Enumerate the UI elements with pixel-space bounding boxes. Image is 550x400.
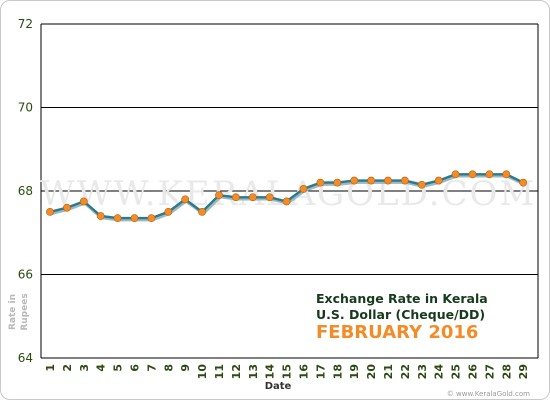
x-tick-6: 6 <box>129 364 142 372</box>
data-point-14 <box>265 193 274 202</box>
data-point-22 <box>400 176 409 185</box>
x-tick-17: 17 <box>314 364 327 379</box>
y-tick-68: 68 <box>18 184 33 198</box>
y-tick-70: 70 <box>18 101 33 115</box>
x-tick-13: 13 <box>247 364 260 379</box>
x-tick-28: 28 <box>500 364 513 379</box>
data-point-29 <box>519 178 528 187</box>
x-tick-15: 15 <box>281 364 294 379</box>
y-tick-72: 72 <box>18 17 33 31</box>
x-tick-1: 1 <box>44 364 57 372</box>
chart-title-line-2: U.S. Dollar (Cheque/DD) <box>316 307 485 322</box>
x-tick-3: 3 <box>78 364 91 372</box>
x-tick-25: 25 <box>450 364 463 379</box>
data-point-9 <box>181 195 190 204</box>
x-tick-2: 2 <box>61 364 74 372</box>
x-tick-8: 8 <box>162 364 175 372</box>
y-axis-label-group: Rate in Rupees <box>8 293 30 330</box>
chart-title-month: FEBRUARY 2016 <box>316 322 478 343</box>
x-axis-label: Date <box>265 381 292 392</box>
x-tick-26: 26 <box>467 364 480 380</box>
x-tick-10: 10 <box>196 364 209 380</box>
data-point-18 <box>333 178 342 187</box>
data-point-10 <box>198 207 206 216</box>
data-point-15 <box>282 197 291 206</box>
data-point-1 <box>46 207 54 216</box>
data-point-5 <box>113 214 122 223</box>
data-point-11 <box>215 191 223 200</box>
y-axis-label-line-1: Rate in <box>8 294 18 330</box>
x-tick-labels: 1 2 3 4 5 6 7 8 9 10 11 12 13 14 15 16 17 18 19 20 21 22 23 24 2… <box>44 364 530 380</box>
x-tick-21: 21 <box>382 364 395 379</box>
data-point-20 <box>367 176 375 185</box>
data-point-26 <box>468 170 477 179</box>
data-point-13 <box>248 193 257 202</box>
x-tick-18: 18 <box>331 364 344 379</box>
x-tick-16: 16 <box>298 364 311 380</box>
x-tick-9: 9 <box>179 364 192 372</box>
x-tick-22: 22 <box>399 364 412 379</box>
x-tick-5: 5 <box>112 364 125 372</box>
x-tick-19: 19 <box>348 364 361 379</box>
x-tick-11: 11 <box>213 364 226 379</box>
y-axis-label-line-2: Rupees <box>20 293 30 330</box>
copyright-footnote: © www.KeralaGold.com <box>447 390 530 398</box>
data-point-4 <box>96 212 105 220</box>
data-point-24 <box>434 176 443 185</box>
watermark-text: WWW.KERALAGOLD.COM <box>40 174 536 214</box>
data-point-7 <box>147 214 156 223</box>
data-point-23 <box>417 180 426 189</box>
x-tick-7: 7 <box>145 364 158 372</box>
x-tick-20: 20 <box>365 364 378 380</box>
data-point-12 <box>231 193 240 202</box>
y-tick-66: 66 <box>18 268 33 282</box>
data-point-27 <box>485 170 494 179</box>
x-tick-14: 14 <box>264 364 277 380</box>
data-point-3 <box>79 197 88 206</box>
x-tick-29: 29 <box>517 364 530 379</box>
y-tick-labels: 64 66 68 70 72 <box>18 17 33 365</box>
data-point-19 <box>350 176 359 185</box>
data-point-6 <box>130 214 139 223</box>
data-point-28 <box>502 170 511 179</box>
x-tick-24: 24 <box>433 364 446 380</box>
data-point-21 <box>384 176 392 185</box>
x-tick-27: 27 <box>483 364 496 379</box>
x-tick-12: 12 <box>230 364 243 379</box>
data-point-2 <box>63 203 71 212</box>
data-markers <box>46 170 528 223</box>
chart-title-line-1: Exchange Rate in Kerala <box>316 291 488 306</box>
x-tick-23: 23 <box>416 364 429 379</box>
x-tick-4: 4 <box>95 364 108 372</box>
data-point-17 <box>316 178 325 187</box>
data-point-16 <box>299 185 308 193</box>
data-point-8 <box>164 207 173 216</box>
grid-lines <box>40 23 539 359</box>
data-point-25 <box>451 170 460 179</box>
y-tick-64: 64 <box>18 351 33 365</box>
